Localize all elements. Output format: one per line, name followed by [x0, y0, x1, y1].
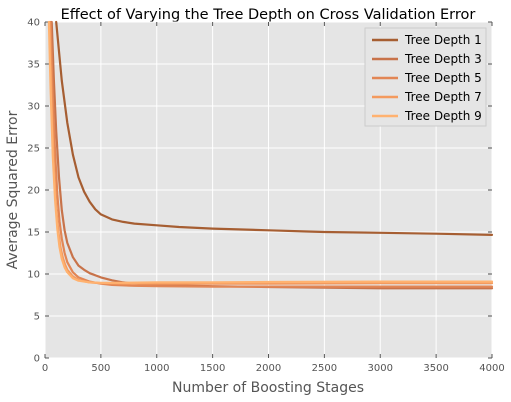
chart-title: Effect of Varying the Tree Depth on Cros… — [61, 7, 476, 23]
legend: Tree Depth 1 Tree Depth 3 Tree Depth 5 T… — [364, 27, 487, 127]
x-tick-label: 3500 — [423, 363, 448, 374]
series-line-1 — [55, 20, 494, 236]
y-tick-label: 30 — [27, 102, 40, 113]
y-tick-label: 40 — [27, 18, 40, 29]
y-tick-label: 20 — [27, 186, 40, 197]
legend-label: Tree Depth 9 — [404, 109, 482, 123]
x-tick-label: 500 — [91, 363, 110, 374]
y-tick-label: 10 — [27, 270, 40, 281]
x-tick-label: 1000 — [144, 363, 169, 374]
x-tick-label: 3000 — [368, 363, 393, 374]
x-tick-label: 1500 — [200, 363, 225, 374]
axis-ticks: 0 500 1000 1500 2000 2500 3000 3500 4000 0 5 10 15 20… — [27, 18, 504, 375]
legend-label: Tree Depth 3 — [404, 52, 482, 66]
x-tick-label: 2000 — [256, 363, 281, 374]
legend-label: Tree Depth 1 — [404, 33, 482, 47]
legend-label: Tree Depth 7 — [404, 90, 482, 104]
y-tick-label: 25 — [27, 144, 40, 155]
x-axis-title: Number of Boosting Stages — [172, 380, 364, 396]
series-line-5 — [47, 20, 494, 284]
y-axis-title: Average Squared Error — [5, 110, 21, 269]
y-tick-label: 35 — [27, 60, 40, 71]
x-tick-label: 4000 — [479, 363, 504, 374]
x-tick-label: 0 — [42, 363, 48, 374]
series-lines — [47, 20, 494, 290]
x-tick-label: 2500 — [312, 363, 337, 374]
series-line-3 — [49, 20, 494, 288]
y-tick-label: 0 — [34, 354, 40, 365]
y-tick-label: 15 — [27, 228, 40, 239]
y-tick-label: 5 — [34, 312, 40, 323]
legend-label: Tree Depth 5 — [404, 71, 482, 85]
